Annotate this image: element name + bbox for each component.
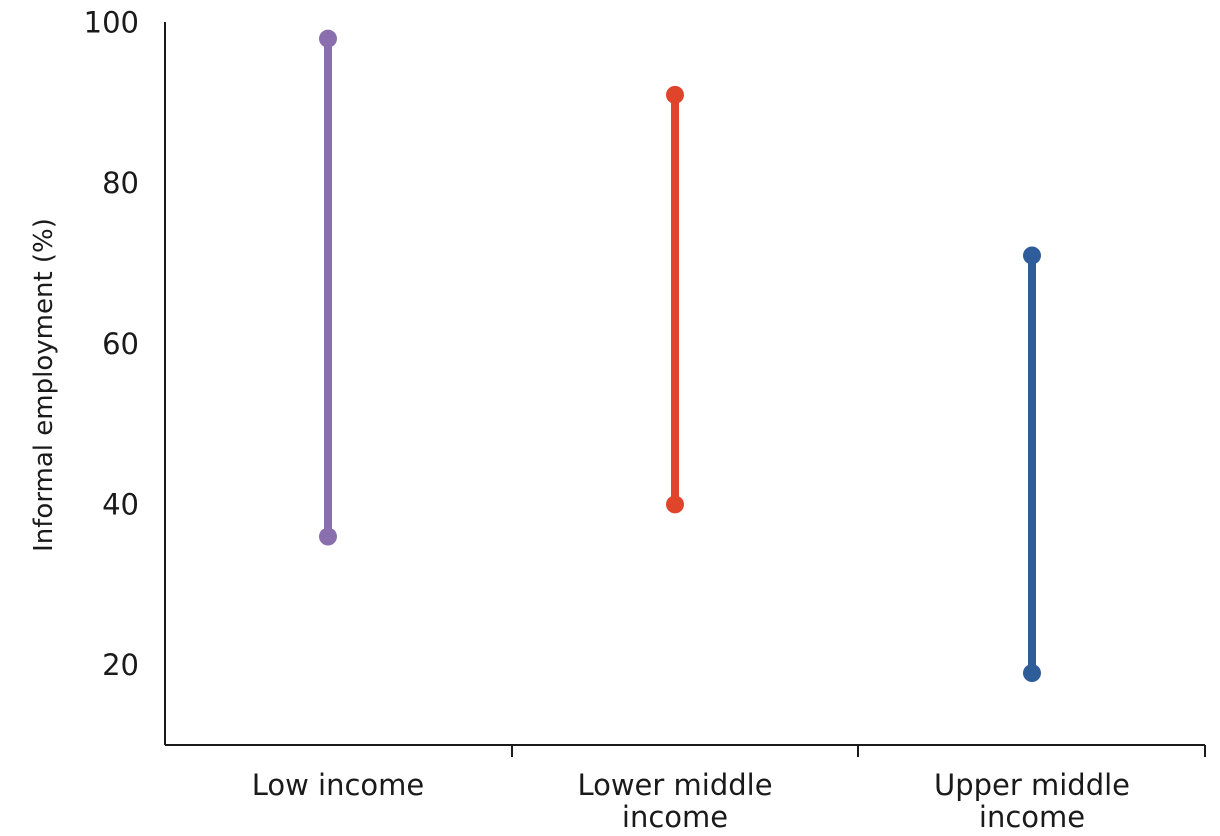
range-min-point	[319, 527, 337, 546]
x-category-label: Lower middle income	[577, 768, 772, 834]
range-max-point	[666, 85, 684, 104]
x-category-label-line: Low income	[252, 768, 425, 802]
y-tick-label: 40	[102, 487, 139, 521]
range-min-point	[666, 495, 684, 514]
range-item	[1023, 246, 1041, 683]
y-tick-label: 60	[102, 327, 139, 361]
y-tick-label: 100	[84, 6, 139, 40]
y-tick-labels: 20 40 60 80 100	[84, 6, 139, 682]
x-category-label: Upper middle income	[934, 768, 1130, 834]
x-category-label-line: Upper middle	[934, 768, 1130, 802]
x-category-label-line: income	[622, 800, 728, 834]
range-max-point	[319, 29, 337, 48]
range-max-point	[1023, 246, 1041, 265]
x-category-label-line: income	[979, 800, 1085, 834]
y-axis-label: Informal employment (%)	[29, 218, 59, 552]
y-tick-label: 80	[102, 166, 139, 200]
y-tick-label: 20	[102, 648, 139, 682]
range-min-point	[1023, 664, 1041, 683]
range-item	[666, 85, 684, 514]
x-category-ticks	[511, 745, 1206, 757]
range-item	[319, 29, 337, 546]
x-category-label: Low income	[252, 768, 425, 802]
range-series	[319, 29, 1041, 683]
x-category-label-line: Lower middle	[577, 768, 772, 802]
